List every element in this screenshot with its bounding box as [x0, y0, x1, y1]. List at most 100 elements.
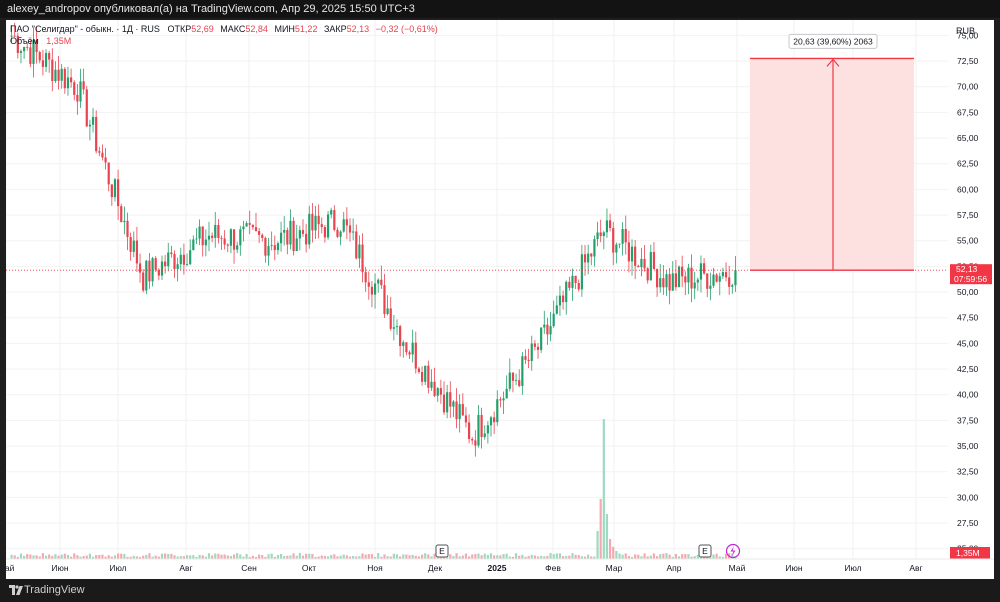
- candle-body[interactable]: [552, 313, 555, 327]
- candle-body[interactable]: [687, 267, 690, 283]
- candle-body[interactable]: [308, 213, 311, 245]
- candle-body[interactable]: [261, 234, 264, 238]
- candle-body[interactable]: [427, 365, 430, 388]
- candle-body[interactable]: [577, 283, 580, 290]
- candle-body[interactable]: [489, 417, 493, 426]
- candle-body[interactable]: [439, 388, 442, 395]
- measure-tool[interactable]: 20,63 (39,60%) 2063: [750, 33, 914, 271]
- candle-body[interactable]: [549, 326, 552, 335]
- candle-body[interactable]: [615, 244, 618, 253]
- candle-body[interactable]: [527, 359, 530, 362]
- candle-body[interactable]: [530, 343, 533, 362]
- candle-body[interactable]: [323, 227, 327, 238]
- candle-body[interactable]: [270, 245, 273, 247]
- candle-body[interactable]: [612, 228, 615, 253]
- candle-body[interactable]: [461, 404, 464, 416]
- candle-body[interactable]: [336, 229, 339, 237]
- candle-body[interactable]: [23, 47, 26, 52]
- candle-body[interactable]: [455, 401, 458, 420]
- candle-body[interactable]: [511, 372, 515, 381]
- candle-body[interactable]: [236, 245, 239, 250]
- candle-body[interactable]: [358, 244, 361, 259]
- candle-body[interactable]: [690, 267, 693, 289]
- candle-body[interactable]: [279, 232, 283, 244]
- candle-body[interactable]: [621, 229, 624, 244]
- candle-body[interactable]: [345, 219, 348, 226]
- candle-body[interactable]: [129, 237, 132, 252]
- candle-body[interactable]: [433, 381, 436, 396]
- flash-icon[interactable]: [725, 543, 741, 559]
- candle-body[interactable]: [217, 224, 220, 238]
- candle-body[interactable]: [289, 220, 292, 245]
- candle-body[interactable]: [555, 305, 558, 314]
- candle-body[interactable]: [189, 250, 192, 265]
- candle-body[interactable]: [16, 35, 19, 53]
- candle-body[interactable]: [76, 94, 79, 102]
- candle-body[interactable]: [320, 224, 323, 228]
- candle-body[interactable]: [380, 279, 383, 286]
- candle-body[interactable]: [361, 244, 364, 273]
- candle-body[interactable]: [662, 278, 665, 288]
- candle-body[interactable]: [198, 226, 201, 239]
- candle-body[interactable]: [151, 258, 154, 282]
- candle-body[interactable]: [715, 274, 718, 282]
- candle-body[interactable]: [204, 239, 207, 246]
- candle-body[interactable]: [571, 275, 574, 288]
- candle-body[interactable]: [54, 69, 57, 82]
- candle-body[interactable]: [267, 246, 270, 256]
- candle-body[interactable]: [232, 229, 236, 250]
- time-axis[interactable]: Май Июн Июл Авг Сен Окт Ноя Дек 2025 Фев Мар Апр Май…: [0, 563, 923, 573]
- candle-body[interactable]: [543, 324, 546, 328]
- candle-body[interactable]: [524, 356, 527, 360]
- candle-body[interactable]: [373, 283, 377, 295]
- candle-body[interactable]: [113, 179, 117, 198]
- candle-body[interactable]: [32, 40, 35, 64]
- candle-body[interactable]: [110, 184, 113, 198]
- candle-body[interactable]: [117, 179, 120, 207]
- candle-body[interactable]: [677, 266, 681, 288]
- candle-body[interactable]: [486, 425, 489, 434]
- candle-body[interactable]: [223, 238, 226, 245]
- candle-body[interactable]: [464, 415, 468, 423]
- candle-body[interactable]: [480, 414, 483, 438]
- candle-body[interactable]: [179, 254, 182, 265]
- target-zone[interactable]: [750, 58, 914, 271]
- candle-body[interactable]: [593, 239, 596, 257]
- candle-body[interactable]: [258, 231, 261, 235]
- candle-body[interactable]: [471, 439, 474, 441]
- candle-body[interactable]: [665, 274, 668, 288]
- candle-body[interactable]: [734, 270, 737, 286]
- candle-body[interactable]: [618, 243, 621, 245]
- candle-body[interactable]: [446, 392, 449, 413]
- candle-body[interactable]: [536, 346, 540, 350]
- candle-body[interactable]: [505, 388, 508, 399]
- candle-body[interactable]: [85, 89, 88, 127]
- candle-body[interactable]: [395, 326, 399, 328]
- candle-body[interactable]: [637, 265, 640, 268]
- candle-body[interactable]: [630, 246, 634, 262]
- candle-body[interactable]: [502, 398, 505, 401]
- candle-body[interactable]: [430, 381, 433, 388]
- candle-body[interactable]: [596, 232, 599, 240]
- candle-body[interactable]: [283, 230, 286, 233]
- candle-body[interactable]: [145, 260, 148, 291]
- candle-body[interactable]: [298, 230, 301, 239]
- candle-body[interactable]: [79, 81, 82, 102]
- candle-body[interactable]: [101, 152, 104, 158]
- candle-body[interactable]: [405, 342, 408, 353]
- candle-body[interactable]: [583, 254, 587, 263]
- candle-body[interactable]: [13, 35, 16, 37]
- candle-body[interactable]: [587, 253, 590, 263]
- candle-body[interactable]: [154, 258, 157, 270]
- candle-body[interactable]: [392, 327, 395, 329]
- candle-body[interactable]: [408, 352, 411, 355]
- candle-body[interactable]: [402, 342, 405, 346]
- candle-body[interactable]: [342, 219, 345, 232]
- candle-body[interactable]: [276, 243, 280, 251]
- candle-body[interactable]: [643, 258, 646, 269]
- candle-body[interactable]: [499, 399, 502, 401]
- candle-body[interactable]: [721, 272, 724, 277]
- candle-body[interactable]: [533, 343, 536, 347]
- candle-body[interactable]: [386, 308, 389, 314]
